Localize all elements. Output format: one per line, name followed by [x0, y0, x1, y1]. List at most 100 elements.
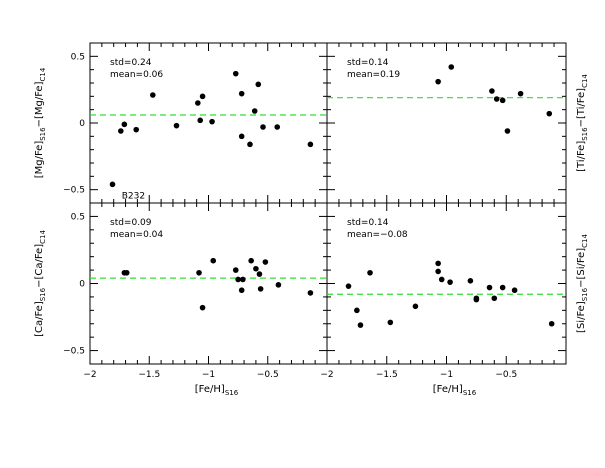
panel-si: −2 −1.5 −1 −0.5[Fe/H]S16[Si/Fe]S16−[Si/Fe]C…	[320, 202, 589, 397]
panel-ti: [Ti/Fe]S16−[Ti/Fe]C14 std=0.14 mean=0.19	[326, 42, 589, 204]
data-point	[546, 110, 553, 117]
data-point	[251, 108, 258, 114]
mean-label: mean=0.06	[110, 70, 163, 80]
x-axis-label: [Fe/H]S16	[195, 384, 239, 397]
data-point	[255, 81, 262, 88]
data-point	[548, 320, 555, 327]
x-tick-label: −1	[440, 370, 453, 380]
y-axis-label-middle: −[Ca/Fe]	[34, 244, 45, 288]
data-point	[345, 283, 352, 289]
data-points	[435, 64, 553, 134]
panel-ca: −0.500.5−2 −1.5 −1 −0.5[Fe/H]S16[Ca/Fe]S16−…	[34, 202, 328, 397]
data-point	[240, 276, 246, 283]
y-axis-label-subscript: C14	[39, 67, 47, 81]
data-point	[511, 287, 518, 294]
data-point	[210, 257, 217, 264]
data-point	[435, 260, 441, 267]
x-tick-label: −2	[83, 370, 96, 380]
data-point	[262, 259, 269, 265]
y-axis-label-subscript: S16	[39, 287, 47, 301]
x-axis-label-subscript: S16	[463, 389, 477, 397]
data-point	[109, 181, 116, 188]
x-tick-label: −2	[320, 370, 333, 380]
data-point	[412, 303, 419, 310]
data-point	[467, 278, 474, 284]
data-point	[150, 92, 156, 98]
y-axis-label-subscript: S16	[39, 127, 47, 141]
minor-ticks	[326, 42, 567, 204]
data-point	[448, 64, 455, 70]
data-point	[133, 126, 140, 133]
data-point	[232, 70, 239, 77]
y-tick-label: 0.5	[71, 212, 85, 222]
y-axis-label: [Ca/Fe]S16−[Ca/Fe]C14	[34, 230, 47, 337]
std-label: std=0.09	[110, 218, 152, 228]
data-points	[109, 70, 314, 188]
data-point	[253, 265, 259, 272]
data-point	[447, 279, 453, 285]
data-point	[199, 304, 206, 311]
data-point	[354, 307, 360, 314]
x-tick-label: −1.5	[376, 370, 398, 380]
y-tick-label: −0.5	[63, 347, 85, 357]
minor-ticks	[326, 202, 567, 365]
mean-label: mean=0.19	[347, 70, 400, 80]
y-axis-label: [Mg/Fe]S16−[Mg/Fe]C14	[34, 67, 47, 178]
data-point	[275, 282, 282, 288]
data-point	[367, 269, 373, 276]
y-axis-label-subscript: S16	[581, 127, 589, 141]
data-point	[491, 295, 498, 302]
minor-ticks	[89, 202, 328, 365]
data-point	[257, 286, 264, 292]
data-point	[438, 276, 445, 283]
y-axis-label-main: [Si/Fe]	[576, 301, 587, 333]
data-point	[260, 124, 266, 130]
data-point	[435, 268, 441, 275]
y-axis-label-main: [Ca/Fe]	[34, 301, 45, 337]
data-point	[248, 257, 254, 264]
x-tick-label: −0.5	[257, 370, 279, 380]
data-point	[493, 96, 500, 102]
data-point	[238, 133, 245, 140]
data-point	[387, 319, 394, 326]
data-point	[196, 269, 202, 276]
panel-mg: −0.5 0 0.5 [Mg/Fe]S16−[Mg/Fe]C14 std=0.24 mea…	[34, 42, 328, 204]
x-tick-label: −1	[202, 370, 215, 380]
data-point	[499, 284, 506, 291]
point-annotation: B232	[122, 191, 145, 201]
data-point	[121, 121, 128, 128]
y-axis-label-subscript: S16	[581, 287, 589, 301]
data-point	[173, 122, 180, 129]
y-axis-label-middle: −[Si/Fe]	[576, 248, 587, 288]
y-tick-label: 0	[79, 119, 85, 129]
minor-ticks	[89, 42, 328, 204]
y-axis-label-main: [Mg/Fe]	[34, 141, 45, 179]
y-axis-label-subscript: C14	[581, 234, 589, 248]
data-point	[209, 118, 215, 125]
std-label: std=0.24	[110, 58, 152, 68]
data-point	[517, 90, 524, 97]
data-point	[195, 100, 201, 106]
data-point	[123, 269, 130, 276]
data-point	[357, 322, 364, 328]
data-point	[238, 287, 245, 294]
data-point	[435, 78, 441, 85]
y-axis-label-subscript: C14	[581, 74, 589, 88]
x-tick-label: −0.5	[495, 370, 517, 380]
x-axis-label-subscript: S16	[225, 389, 239, 397]
data-point	[197, 117, 204, 124]
x-tick-label: −1.5	[138, 370, 160, 380]
mean-label: mean=−0.08	[347, 230, 408, 240]
x-axis-label: [Fe/H]S16	[433, 384, 477, 397]
std-label: std=0.14	[347, 218, 389, 228]
y-axis-label: [Si/Fe]S16−[Si/Fe]C14	[576, 234, 589, 333]
data-point	[486, 284, 493, 291]
data-point	[489, 88, 495, 94]
data-points	[345, 260, 555, 328]
y-tick-label: 0	[79, 280, 85, 290]
data-point	[118, 128, 124, 134]
data-point	[247, 141, 253, 148]
y-tick-label: −0.5	[63, 186, 85, 196]
y-tick-label: 0.5	[71, 52, 85, 62]
